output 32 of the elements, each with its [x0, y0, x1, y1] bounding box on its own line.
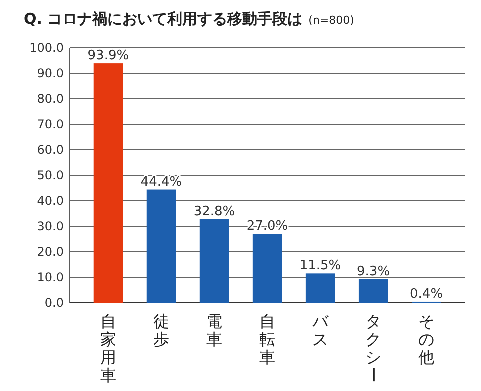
- bar: [306, 274, 336, 303]
- y-tick-label: 90.0: [37, 66, 64, 81]
- data-label: 11.5%: [300, 258, 342, 274]
- y-tick-label: 10.0: [37, 270, 64, 285]
- bar: [94, 64, 124, 303]
- data-label: 9.3%: [357, 264, 390, 280]
- bar: [200, 219, 230, 303]
- chart-title: Q. コロナ禍において利用する移動手段は: [24, 10, 303, 28]
- bar: [146, 190, 176, 303]
- x-tick-label: バス: [312, 312, 330, 349]
- y-tick-label: 60.0: [37, 143, 64, 158]
- y-tick-label: 50.0: [37, 168, 64, 183]
- y-tick-label: 30.0: [37, 220, 64, 234]
- y-tick-label: 20.0: [37, 245, 64, 260]
- x-tick-label: 自家用車: [100, 312, 116, 385]
- data-label: 93.9%: [88, 48, 130, 64]
- y-tick-label: 100.0: [30, 41, 64, 56]
- bar: [252, 234, 282, 303]
- y-tick-label: 40.0: [37, 194, 64, 208]
- chart-subtitle: (n=800): [308, 14, 354, 27]
- x-tick-label: 自転車: [260, 312, 276, 367]
- x-tick-label: タクシー: [364, 312, 383, 383]
- y-tick-label: 0.0: [44, 296, 64, 310]
- y-tick-label: 70.0: [37, 118, 64, 132]
- x-tick-label: 徒歩: [153, 312, 170, 349]
- y-tick-label: 80.0: [37, 92, 64, 106]
- x-tick-label: 電車: [206, 312, 222, 349]
- data-label: 44.4%: [140, 174, 182, 190]
- bar: [358, 279, 388, 303]
- data-label: 0.4%: [410, 286, 444, 302]
- x-tick-label: その他: [418, 312, 435, 367]
- data-label: 32.8%: [194, 204, 236, 220]
